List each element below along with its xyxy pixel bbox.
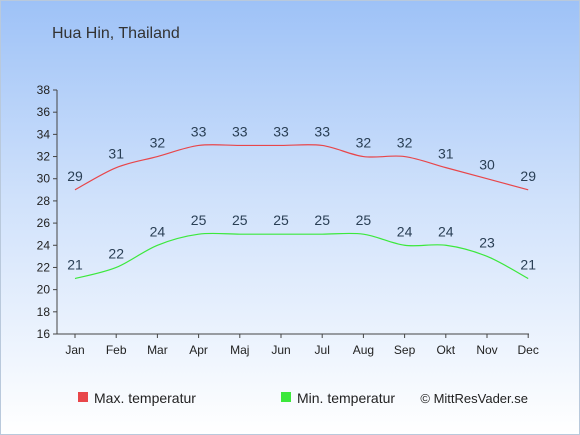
y-tick-label: 34 bbox=[37, 127, 51, 141]
y-tick-label: 30 bbox=[37, 172, 51, 186]
x-ticks: Jan Feb Mar Apr Maj Jun Jul Aug Sep Okt Nov Dec bbox=[65, 334, 539, 357]
y-ticks: 16 18 20 22 24 26 28 30 32 34 36 38 bbox=[37, 83, 57, 341]
x-tick-label: Aug bbox=[353, 343, 374, 357]
data-label-max: 31 bbox=[108, 146, 124, 162]
y-tick-label: 26 bbox=[37, 216, 51, 230]
data-label-min: 24 bbox=[150, 223, 166, 239]
data-label-max: 33 bbox=[273, 123, 289, 139]
x-tick-label: Dec bbox=[518, 343, 539, 357]
x-tick-label: Jun bbox=[271, 343, 290, 357]
x-tick-label: Maj bbox=[230, 343, 249, 357]
y-tick-label: 32 bbox=[37, 150, 51, 164]
x-tick-label: Apr bbox=[189, 343, 208, 357]
data-label-min: 24 bbox=[438, 223, 454, 239]
legend-swatch-min bbox=[281, 392, 291, 402]
data-label-min: 25 bbox=[273, 212, 289, 228]
y-tick-label: 24 bbox=[37, 238, 51, 252]
data-labels: 29 31 32 33 33 33 33 32 32 31 30 29 21 22 24 25 25 25 25 25… bbox=[67, 123, 536, 272]
copyright: © MittResVader.se bbox=[420, 391, 528, 406]
x-tick-label: Sep bbox=[394, 343, 416, 357]
data-label-min: 24 bbox=[397, 223, 413, 239]
legend-item-min: Min. temperatur bbox=[281, 390, 395, 406]
series-line-min bbox=[74, 232, 529, 280]
y-tick-label: 22 bbox=[37, 260, 51, 274]
data-label-max: 31 bbox=[438, 146, 454, 162]
data-label-max: 33 bbox=[314, 123, 330, 139]
legend-swatch-max bbox=[78, 392, 88, 402]
data-label-min: 25 bbox=[232, 212, 248, 228]
data-label-min: 25 bbox=[191, 212, 207, 228]
x-tick-label: Mar bbox=[147, 343, 168, 357]
data-label-max: 32 bbox=[397, 135, 413, 151]
y-tick-label: 38 bbox=[37, 83, 51, 97]
data-label-min: 21 bbox=[520, 257, 536, 273]
x-tick-label: Okt bbox=[436, 343, 455, 357]
data-label-max: 32 bbox=[150, 135, 166, 151]
legend-label-min: Min. temperatur bbox=[297, 390, 395, 406]
y-tick-label: 28 bbox=[37, 194, 51, 208]
y-tick-label: 16 bbox=[37, 327, 51, 341]
data-label-max: 33 bbox=[232, 123, 248, 139]
data-label-min: 22 bbox=[108, 245, 124, 261]
y-tick-label: 18 bbox=[37, 305, 51, 319]
data-label-max: 30 bbox=[479, 157, 495, 173]
x-tick-label: Feb bbox=[106, 343, 127, 357]
series-lines bbox=[74, 144, 529, 280]
x-tick-label: Jul bbox=[315, 343, 330, 357]
data-label-max: 29 bbox=[520, 168, 536, 184]
y-tick-label: 36 bbox=[37, 105, 51, 119]
data-label-min: 23 bbox=[479, 234, 495, 250]
data-label-min: 21 bbox=[67, 257, 83, 273]
legend-item-max: Max. temperatur bbox=[78, 390, 196, 406]
series-line-max bbox=[74, 144, 529, 191]
legend: Max. temperatur Min. temperatur bbox=[78, 390, 395, 406]
data-label-max: 33 bbox=[191, 123, 207, 139]
data-label-max: 29 bbox=[67, 168, 83, 184]
x-tick-label: Nov bbox=[476, 343, 497, 357]
axes bbox=[56, 90, 529, 335]
y-tick-label: 20 bbox=[37, 283, 51, 297]
data-label-min: 25 bbox=[356, 212, 372, 228]
chart-title: Hua Hin, Thailand bbox=[52, 25, 180, 42]
x-tick-label: Jan bbox=[65, 343, 84, 357]
data-label-max: 32 bbox=[356, 135, 372, 151]
data-label-min: 25 bbox=[314, 212, 330, 228]
legend-label-max: Max. temperatur bbox=[94, 390, 196, 406]
